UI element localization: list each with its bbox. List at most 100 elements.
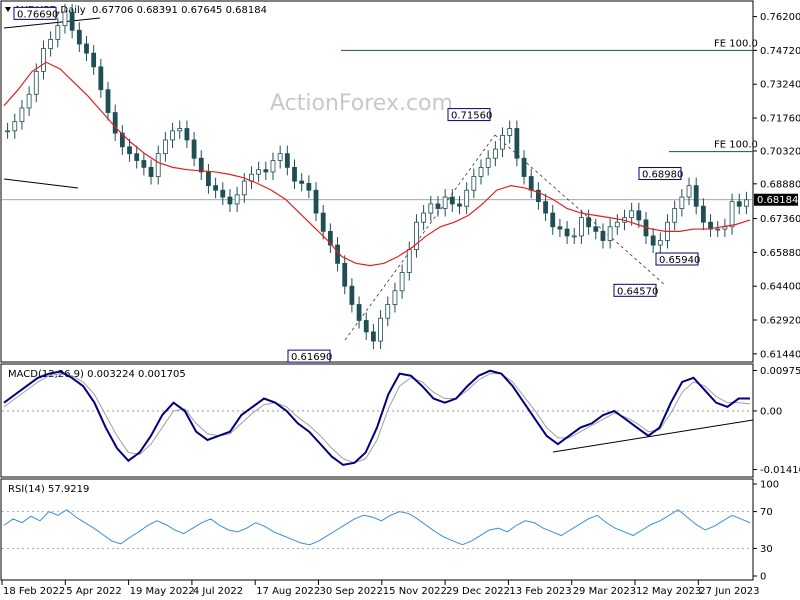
macd-pane-frame	[0, 363, 754, 478]
candle-body	[98, 66, 104, 91]
candle-body	[12, 121, 18, 132]
candle-body	[177, 128, 183, 132]
watermark: ActionForex.com	[270, 91, 453, 116]
annotation-box	[638, 167, 682, 181]
candle-body	[284, 153, 290, 168]
price-y-tick-label: 0.68880	[760, 179, 800, 190]
candle-body	[227, 196, 233, 205]
candle-body	[378, 317, 383, 342]
price-y-tick-label: 0.61440	[760, 349, 800, 360]
candle-body	[629, 210, 635, 219]
x-tick-label: 29 Dec 2022	[446, 586, 510, 597]
rsi-y-tick-label: 0	[760, 572, 766, 583]
candle-body	[26, 93, 32, 109]
candle-body	[507, 128, 513, 136]
rsi-line	[3, 509, 751, 546]
candle-body	[162, 139, 168, 155]
candle-body	[198, 157, 204, 173]
candle-body	[62, 11, 68, 27]
candle-body	[76, 29, 82, 45]
fe-level-label: FE 100.0	[714, 140, 758, 151]
price-pane-frame	[0, 0, 754, 363]
candle-body	[650, 235, 656, 246]
x-tick-label: 17 Aug 2022	[256, 586, 320, 597]
candle-body	[127, 146, 132, 155]
chart-ohlc-readout: 0.67706 0.68391 0.67645 0.68184	[92, 5, 267, 16]
price-y-tick-label: 0.70320	[760, 146, 800, 157]
annotation-label: 0.64570	[617, 286, 658, 297]
candle-body	[614, 221, 620, 228]
ma-series-line	[3, 61, 751, 267]
macd-pane: 0.009751 0.00 -0.014107	[2, 366, 800, 476]
candle-body	[69, 11, 75, 31]
candle-body	[327, 230, 333, 246]
candle-body	[464, 189, 470, 207]
moving-average	[3, 61, 751, 267]
annotation-box	[287, 349, 331, 363]
price-y-tick-label: 0.71760	[760, 114, 800, 125]
candle-body	[349, 285, 355, 305]
candle-body	[593, 226, 599, 232]
current-price-label: 0.68184	[757, 195, 798, 206]
candle-body	[356, 304, 362, 321]
candle-body	[55, 25, 61, 40]
candle-body	[500, 134, 505, 150]
candle-body	[514, 128, 520, 159]
candle-body	[428, 203, 434, 214]
candle-body	[170, 130, 175, 141]
candle-body	[292, 166, 297, 182]
candle-body	[679, 196, 685, 209]
annotation-box	[447, 108, 491, 122]
candle-body	[399, 272, 405, 292]
candle-body	[148, 166, 154, 177]
candle-body	[342, 262, 348, 287]
candle-body	[119, 132, 125, 148]
macd-title: MACD(12,26,9) 0.003224 0.001705	[8, 369, 186, 380]
x-tick-label: 19 May 2022	[130, 586, 195, 597]
candle-body	[306, 182, 312, 191]
macd-y-tick-label: -0.014107	[760, 465, 800, 476]
dashed-trend-up	[344, 134, 496, 341]
candle-body	[421, 212, 427, 223]
price-y-tick-label: 0.73240	[760, 80, 800, 91]
candle-body	[33, 71, 39, 95]
annotation-label: 0.61690	[291, 352, 332, 363]
candle-body	[241, 180, 247, 196]
candle-body	[234, 194, 240, 205]
candle-body	[693, 185, 699, 207]
trendline-left	[3, 178, 79, 189]
candle-body	[564, 228, 570, 237]
candle-body	[277, 153, 283, 161]
candle-body	[84, 43, 89, 54]
candle-body	[220, 189, 226, 198]
x-tick-label: 27 Jun 2023	[699, 586, 759, 597]
candle-body	[313, 189, 319, 214]
candle-body	[478, 166, 484, 177]
candle-body	[371, 331, 376, 342]
rsi-y-tick-label: 30	[760, 544, 773, 555]
candle-body	[270, 160, 276, 173]
candle-body	[471, 176, 477, 191]
collapse-triangle-icon[interactable]	[5, 7, 11, 12]
annotation-box	[613, 283, 657, 297]
x-tick-label: 5 Apr 2022	[66, 586, 121, 597]
rsi-pane-frame	[0, 478, 754, 581]
price-y-tick-label: 0.76200	[760, 12, 800, 23]
candle-body	[363, 320, 369, 333]
candle-body	[5, 130, 10, 133]
candle-body	[134, 153, 140, 161]
candle-body	[492, 148, 498, 159]
price-y-axis: 0.76200 0.74720 0.73240 0.71760 0.70320 0.688…	[753, 12, 800, 360]
annotation-label: 0.76690	[17, 9, 58, 20]
price-y-tick-label: 0.74720	[760, 46, 800, 57]
candle-body	[672, 208, 678, 223]
candle-body	[19, 107, 25, 123]
candle-body	[600, 230, 606, 241]
macd-signal-line	[3, 373, 751, 464]
candle-body	[206, 171, 211, 187]
candle-body	[392, 290, 398, 305]
candle-body	[414, 221, 419, 251]
x-tick-label: 18 Feb 2022	[3, 586, 65, 597]
x-tick-label: 30 Sep 2022	[320, 586, 383, 597]
